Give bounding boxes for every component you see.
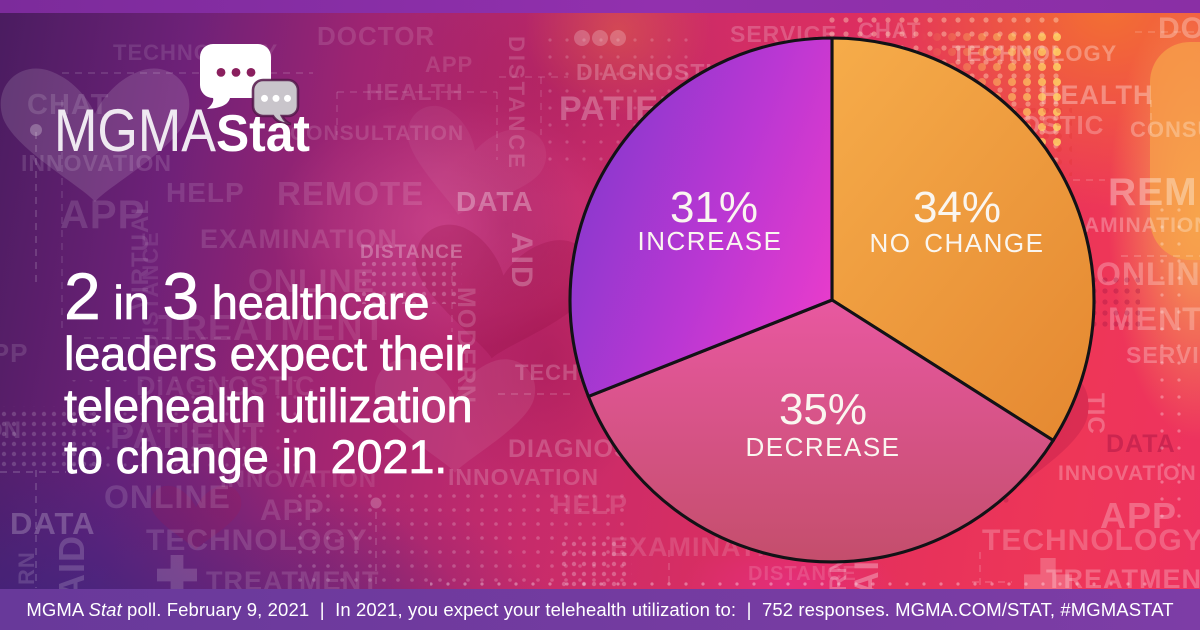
svg-text:CONSU: CONSU [1130, 117, 1200, 142]
svg-text:35%: 35% [779, 385, 867, 434]
svg-text:DATA: DATA [456, 186, 534, 217]
svg-text:ONLINE: ONLINE [104, 479, 231, 515]
svg-text:VIRTUAL: VIRTUAL [127, 199, 154, 310]
svg-text:INNOVATION: INNOVATION [21, 150, 172, 176]
svg-text:EXAMINATION: EXAMINATION [200, 224, 398, 254]
svg-text:MODERN: MODERN [452, 287, 480, 404]
svg-text:DECREASE: DECREASE [745, 432, 900, 462]
svg-text:AID: AID [505, 232, 538, 290]
svg-text:DISTANCE: DISTANCE [138, 231, 163, 350]
svg-text:HEALTH: HEALTH [366, 79, 464, 105]
svg-text:APP: APP [425, 52, 473, 77]
svg-text:NO CHANGE: NO CHANGE [870, 228, 1045, 258]
svg-text:RN: RN [14, 551, 39, 585]
svg-text:ONLINE: ONLINE [248, 263, 375, 299]
svg-text:TREATMENT: TREATMENT [158, 307, 386, 348]
svg-text:DISTANCE: DISTANCE [360, 242, 464, 263]
svg-text:MGMA: MGMA [54, 97, 216, 164]
svg-text:TIC: TIC [1082, 393, 1109, 435]
svg-text:31%: 31% [670, 183, 758, 232]
svg-text:CONSULTATION: CONSULTATION [290, 122, 464, 145]
svg-text:34%: 34% [913, 183, 1001, 232]
svg-text:APP: APP [60, 193, 145, 237]
svg-text:DISTANCE: DISTANCE [504, 36, 529, 171]
svg-text:HELP: HELP [166, 177, 245, 208]
svg-text:INNOVATION: INNOVATION [448, 464, 599, 490]
svg-text:TECHNOLOGY: TECHNOLOGY [982, 524, 1200, 557]
svg-text:APP: APP [0, 338, 28, 368]
svg-text:DATA: DATA [10, 506, 96, 541]
svg-text:REMOTE: REMOTE [277, 175, 424, 212]
svg-text:CHAT: CHAT [27, 89, 109, 121]
svg-text:INCREASE: INCREASE [638, 226, 783, 256]
svg-text:DO: DO [1158, 12, 1200, 45]
svg-text:DOCTOR: DOCTOR [317, 21, 435, 51]
svg-text:Stat: Stat [216, 105, 310, 163]
